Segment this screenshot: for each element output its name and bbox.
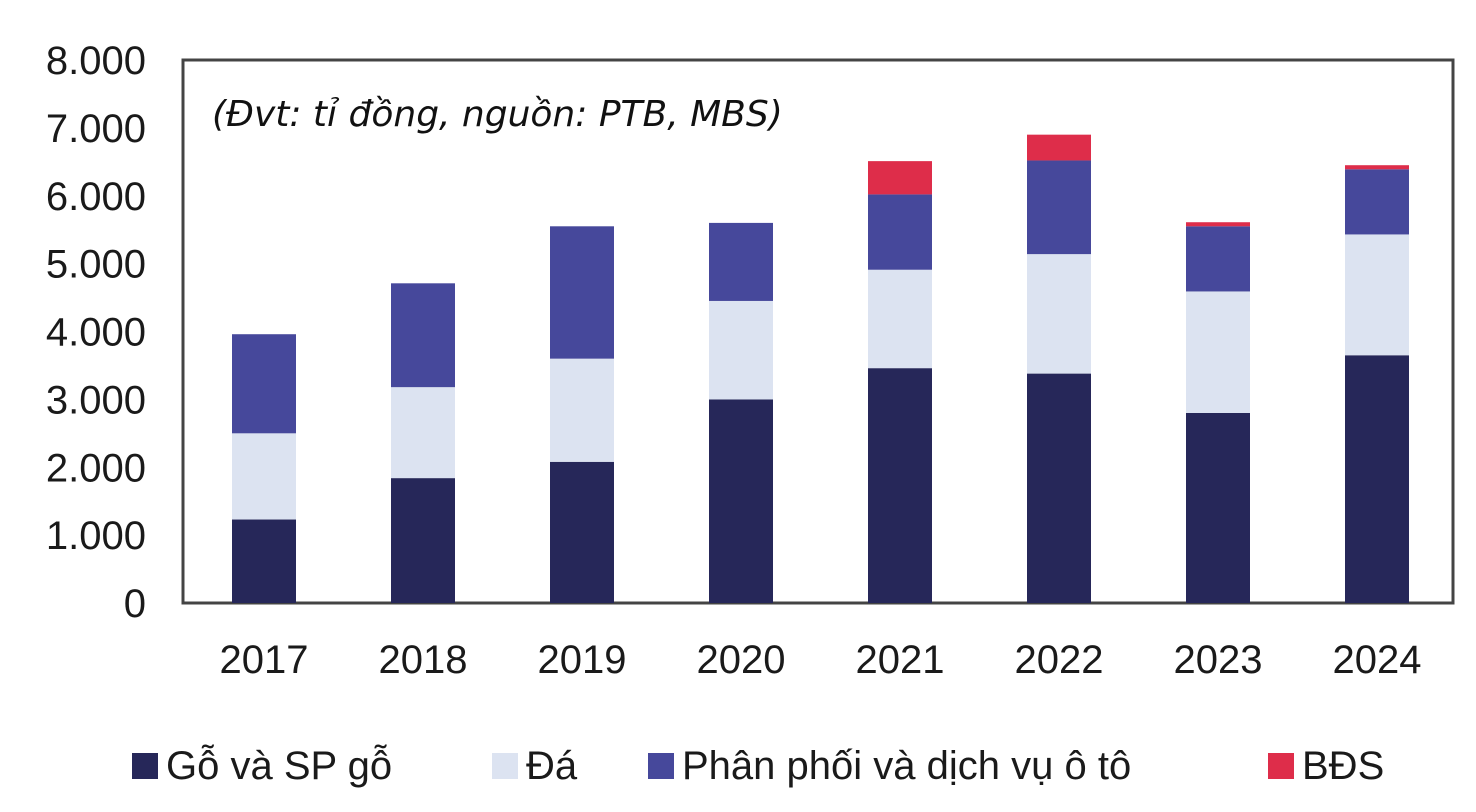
- bar-segment: [391, 387, 455, 479]
- legend: Gỗ và SP gỗ Đá Phân phối và dịch vụ ô tô BĐ…: [132, 743, 1384, 788]
- bar-segment: [232, 334, 296, 434]
- x-tick-label: 2023: [1174, 638, 1263, 682]
- bar-segment: [1027, 134, 1091, 161]
- legend-label: BĐS: [1302, 744, 1384, 788]
- y-tick-label: 0: [124, 582, 146, 626]
- bar-segment: [1345, 355, 1409, 603]
- bar-segment: [1186, 291, 1250, 413]
- bar-segment: [550, 226, 614, 359]
- y-tick-label: 8.000: [46, 39, 146, 83]
- bar-segment: [868, 269, 932, 369]
- legend-swatch: [1268, 753, 1294, 779]
- x-tick-label: 2018: [379, 638, 468, 682]
- legend-label: Phân phối và dịch vụ ô tô: [682, 744, 1131, 788]
- bar-segment: [391, 283, 455, 388]
- bar-segment: [550, 461, 614, 603]
- y-axis-ticks: 0 1.000 2.000 3.000 4.000 5.000 6.000 7.000 8.00…: [46, 39, 146, 626]
- bar-segment: [1345, 169, 1409, 235]
- y-tick-label: 6.000: [46, 175, 146, 219]
- y-tick-label: 4.000: [46, 311, 146, 355]
- x-tick-label: 2019: [538, 638, 627, 682]
- bar-segment: [550, 358, 614, 462]
- bar-segment: [1186, 222, 1250, 227]
- bar-segment: [232, 433, 296, 520]
- unit-source-note: (Đvt: tỉ đồng, nguồn: PTB, MBS): [212, 94, 783, 135]
- bar-segment: [1345, 165, 1409, 170]
- bar-segment: [709, 222, 773, 301]
- legend-swatch: [648, 753, 674, 779]
- y-tick-label: 3.000: [46, 378, 146, 422]
- legend-swatch: [492, 753, 518, 779]
- bar-segment: [1345, 234, 1409, 356]
- bar-segment: [1186, 412, 1250, 603]
- x-tick-label: 2022: [1015, 638, 1104, 682]
- bar-segment: [709, 399, 773, 603]
- x-tick-label: 2020: [697, 638, 786, 682]
- bar-segment: [1027, 373, 1091, 603]
- y-tick-label: 7.000: [46, 107, 146, 151]
- plot-frame: [181, 58, 1455, 605]
- bar-segment: [868, 194, 932, 270]
- y-tick-label: 1.000: [46, 514, 146, 558]
- bar-segment: [868, 368, 932, 603]
- x-tick-label: 2017: [220, 638, 309, 682]
- bar-segment: [1027, 254, 1091, 374]
- legend-swatch: [132, 753, 158, 779]
- legend-label: Đá: [526, 744, 578, 788]
- x-tick-label: 2024: [1333, 638, 1422, 682]
- y-tick-label: 2.000: [46, 446, 146, 490]
- y-tick-label: 5.000: [46, 243, 146, 287]
- bar-segment: [391, 478, 455, 603]
- bar-segment: [232, 519, 296, 603]
- bar-segment: [709, 300, 773, 400]
- x-axis-ticks: 2017 2018 2019 2020 2021 2022 2023 2024: [220, 638, 1422, 682]
- bar-segment: [1186, 226, 1250, 292]
- legend-label: Gỗ và SP gỗ: [166, 743, 392, 788]
- bar-segment: [868, 161, 932, 195]
- bar-segment: [1027, 160, 1091, 255]
- bars: [232, 134, 1409, 603]
- x-tick-label: 2021: [856, 638, 945, 682]
